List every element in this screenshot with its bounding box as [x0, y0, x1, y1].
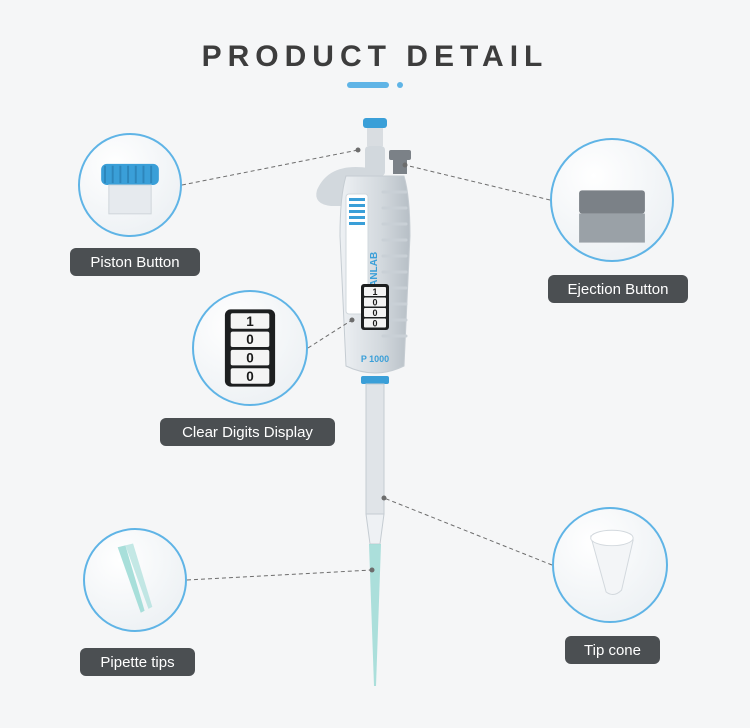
svg-text:0: 0 — [246, 350, 254, 365]
svg-text:0: 0 — [246, 332, 254, 347]
svg-text:0: 0 — [372, 319, 377, 329]
svg-text:P 1000: P 1000 — [361, 354, 389, 364]
callout-piston-button-circle — [78, 133, 182, 237]
svg-text:0: 0 — [246, 369, 254, 384]
svg-text:0: 0 — [372, 308, 377, 318]
callout-tip-cone-label: Tip cone — [565, 636, 660, 664]
callout-clear-digits-display-label: Clear Digits Display — [160, 418, 335, 446]
svg-text:1: 1 — [372, 287, 377, 297]
callout-tip-cone-circle — [552, 507, 668, 623]
callout-ejection-button-circle — [550, 138, 674, 262]
callout-pipette-tips-circle — [83, 528, 187, 632]
svg-text:1: 1 — [246, 314, 254, 329]
svg-text:0: 0 — [372, 298, 377, 308]
callout-ejection-button-label: Ejection Button — [548, 275, 688, 303]
callout-piston-button-label: Piston Button — [70, 248, 200, 276]
callout-clear-digits-display-circle: 1 0 0 0 — [192, 290, 308, 406]
callout-pipette-tips-label: Pipette tips — [80, 648, 195, 676]
